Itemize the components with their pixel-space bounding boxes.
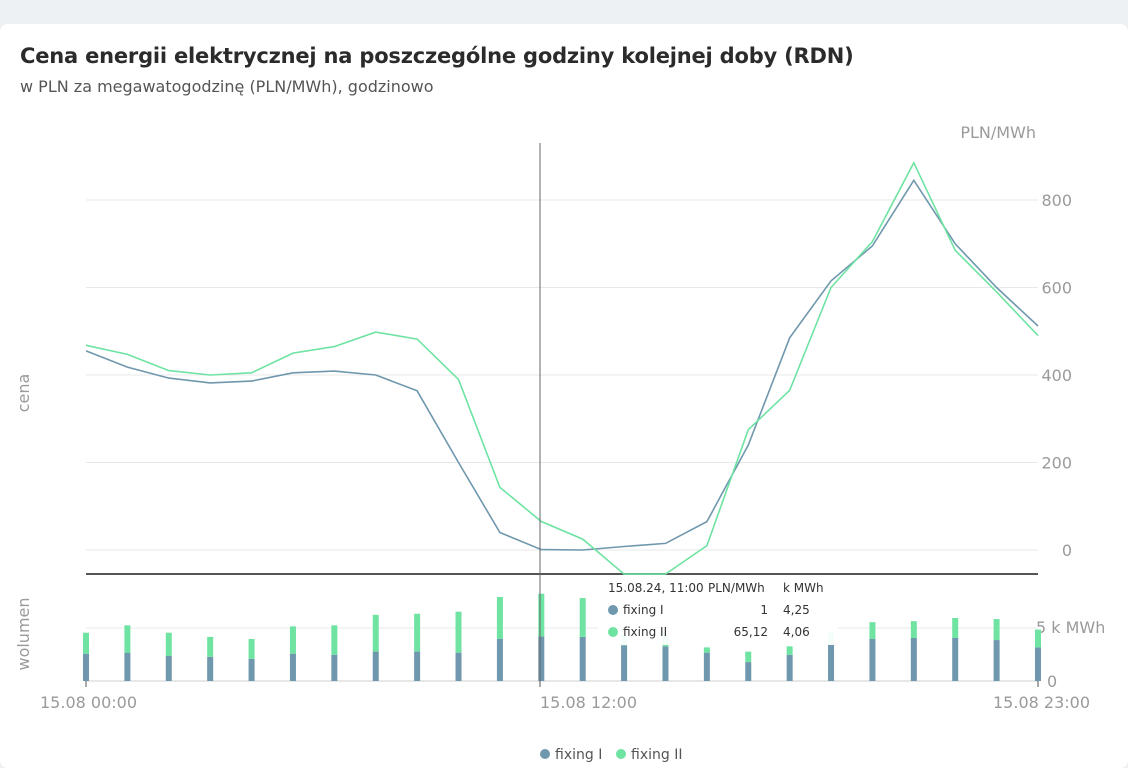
volume-bar-fixing-2 [496,597,503,639]
volume-bar-fixing-1 [455,652,462,681]
tooltip-marker [608,627,618,637]
price-axis-unit: PLN/MWh [960,123,1036,142]
volume-bar-fixing-1 [124,652,131,681]
volume-bar-fixing-2 [372,614,379,652]
volume-bar-fixing-2 [207,636,214,657]
tooltip-marker [608,605,618,615]
volume-bar-fixing-1 [1035,647,1041,681]
legend-label: fixing I [555,747,602,763]
volume-bar-fixing-1 [703,652,710,681]
volume-bar-fixing-1 [248,658,255,681]
volume-bar-fixing-2 [952,618,959,638]
volume-bar-fixing-1 [414,651,421,681]
volume-bar-fixing-1 [372,651,379,681]
tooltip-volume-value: 4,06 [783,625,810,639]
volume-bar-fixing-1 [828,644,835,681]
price-line-fixing-1 [85,178,1039,551]
volume-bar-fixing-1 [745,662,752,681]
tooltip-volume-header: k MWh [783,581,824,595]
volume-bar-fixing-2 [414,613,421,652]
volume-bar-fixing-1 [910,637,917,681]
volume-bar-fixing-2 [455,611,462,653]
volume-bar-fixing-1 [165,655,172,681]
volume-bar-fixing-2 [910,621,917,638]
volume-bar-fixing-1 [289,653,296,681]
price-line-fixing-2 [85,161,1039,575]
volume-bar-fixing-2 [786,646,793,655]
legend-label: fixing II [631,747,682,763]
volume-tick-label: 5 k MWh [1036,618,1105,637]
tooltip-time: 15.08.24, 11:00 [608,581,704,595]
volume-bar-fixing-1 [952,637,959,681]
volume-bar-fixing-1 [579,636,586,681]
chart-card: Cena energii elektrycznej na poszczególn… [0,24,1128,768]
x-tick-label: 15.08 12:00 [540,693,637,712]
volume-bar-fixing-2 [1035,629,1041,648]
tooltip-volume-value: 4,25 [783,603,810,617]
volume-axis-label: wolumen [14,597,33,670]
legend-marker [540,749,550,759]
tooltip-price-value: 1 [760,603,768,617]
price-tick-label: 800 [1041,191,1072,210]
volume-bar-fixing-2 [248,639,255,659]
volume-bar-fixing-1 [83,653,89,681]
volume-bar-fixing-1 [496,639,503,681]
volume-bar-fixing-2 [124,625,131,653]
legend-marker [616,749,626,759]
volume-bar-fixing-1 [869,639,876,681]
volume-bar-fixing-1 [993,640,1000,681]
volume-tick-label: 0 [1047,672,1057,691]
price-tick-label: 200 [1041,454,1072,473]
tooltip-price-value: 65,12 [734,625,768,639]
volume-bar-fixing-2 [83,632,89,654]
volume-bar-fixing-1 [207,656,214,681]
tooltip-price-header: PLN/MWh [708,581,765,595]
volume-bar-fixing-1 [621,645,628,681]
volume-bar-fixing-1 [786,654,793,681]
x-tick-label: 15.08 00:00 [40,693,137,712]
legend: fixing I fixing II [540,747,682,763]
volume-bar-fixing-2 [579,598,586,637]
tooltip-series-name: fixing II [623,625,667,639]
chart-title: Cena energii elektrycznej na poszczególn… [20,44,854,68]
volume-bar-fixing-1 [662,646,669,681]
volume-bar-fixing-2 [703,647,710,653]
volume-bar-fixing-2 [538,593,545,637]
tooltip: 15.08.24, 11:00 PLN/MWh k MWh fixing I 1 4,25… [598,575,838,645]
tooltip-bg [598,575,838,645]
volume-bar-fixing-2 [331,625,338,655]
price-axis-label: cena [14,374,33,413]
volume-bar-fixing-1 [538,636,545,681]
price-tick-label: 0 [1062,541,1072,560]
volume-bar-fixing-2 [165,632,172,656]
volume-bar-fixing-1 [331,654,338,681]
volume-bar-fixing-2 [993,619,1000,641]
price-tick-label: 600 [1041,279,1072,298]
x-tick-label: 15.08 23:00 [993,693,1090,712]
volume-bar-fixing-2 [289,626,296,654]
volume-bar-fixing-2 [745,651,752,663]
price-tick-label: 400 [1041,366,1072,385]
chart-subtitle: w PLN za megawatogodzinę (PLN/MWh), godz… [20,77,434,96]
tooltip-series-name: fixing I [623,603,664,617]
volume-bar-fixing-2 [869,622,876,639]
